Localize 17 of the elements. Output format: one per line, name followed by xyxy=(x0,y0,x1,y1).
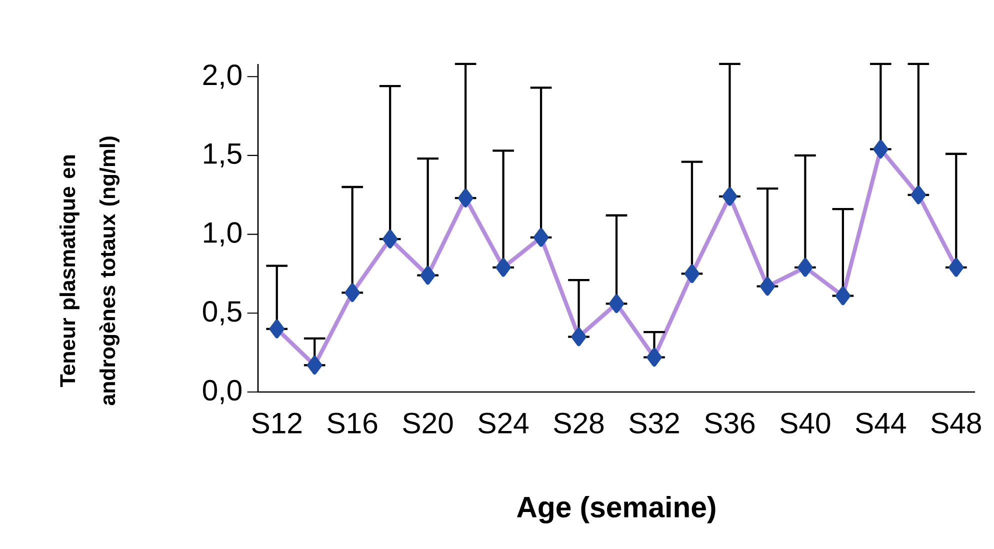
x-tick-label: S44 xyxy=(856,412,906,434)
y-tick-label: 1,5 xyxy=(204,143,242,168)
x-tick-label: S24 xyxy=(478,412,529,434)
x-tick-label: S40 xyxy=(780,412,830,434)
y-tick-label: 0,0 xyxy=(202,380,242,404)
x-tick-label: S32 xyxy=(629,412,679,434)
x-tick-label: S12 xyxy=(252,412,302,434)
x-tick-label: S36 xyxy=(704,412,755,434)
y-tick-label: 2,0 xyxy=(203,64,242,89)
x-axis-title: Age (semaine) xyxy=(516,496,716,524)
x-tick-label: S16 xyxy=(328,412,378,434)
y-tick-label: 1,0 xyxy=(204,222,242,246)
x-tick-label: S20 xyxy=(403,412,453,434)
y-axis-title: Teneur plasmatique en androgènes totaux (ng/ml) xyxy=(60,136,120,406)
x-tick-label: S28 xyxy=(554,412,604,434)
x-tick-label: S48 xyxy=(931,412,981,434)
y-tick-label: 0,5 xyxy=(202,301,242,326)
